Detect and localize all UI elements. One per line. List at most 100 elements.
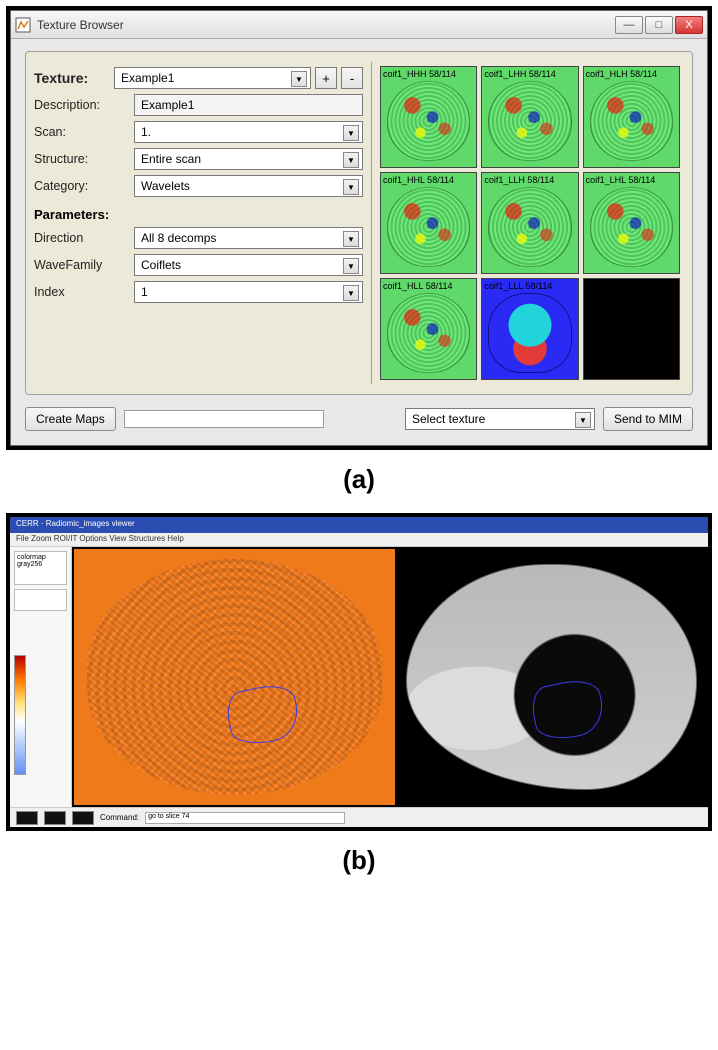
scan-combo[interactable]: 1. ▼ [134,121,363,143]
form-panel: Texture: Example1 ▼ + - Description: Exa… [34,62,372,384]
chevron-down-icon: ▼ [343,231,359,247]
index-combo[interactable]: 1 ▼ [134,281,363,303]
category-row: Category: Wavelets ▼ [34,175,363,197]
ct-slice-icon [406,564,696,789]
preview-tile[interactable]: coif1_HLH 58/114 [583,66,680,168]
send-to-mim-button[interactable]: Send to MIM [603,407,693,431]
command-input[interactable]: go to slice 74 [145,812,345,824]
brain-texture-icon [387,81,470,161]
thumbnail-icon[interactable] [16,811,38,825]
category-combo[interactable]: Wavelets ▼ [134,175,363,197]
window-body: Texture: Example1 ▼ + - Description: Exa… [11,39,707,445]
brain-texture-icon [488,187,571,267]
select-texture-value: Select texture [412,412,485,426]
preview-grid: coif1_HHH 58/114 coif1_LHH 58/114 coif1_… [376,62,684,384]
viewer-statusbar: Command: go to slice 74 [10,807,708,827]
ct-view[interactable] [397,549,706,805]
caption-b: (b) [0,837,718,888]
structure-row: Structure: Entire scan ▼ [34,148,363,170]
select-texture-combo[interactable]: Select texture ▼ [405,408,595,430]
window-title: Texture Browser [37,18,609,32]
texture-map-view[interactable] [74,549,395,805]
thumbnail-icon[interactable] [72,811,94,825]
chevron-down-icon: ▼ [575,412,591,428]
preview-tile-empty [583,278,680,380]
description-row: Description: Example1 [34,94,363,116]
preview-tile[interactable]: coif1_LLL 58/114 [481,278,578,380]
viewer-sidebar: colormap gray256 [10,547,72,807]
structure-label: Structure: [34,152,134,166]
add-texture-button[interactable]: + [315,67,337,89]
colormap-control[interactable]: colormap gray256 [14,551,67,585]
wavefamily-value: Coiflets [141,258,181,272]
progress-bar [124,410,324,428]
viewer-body: colormap gray256 [10,547,708,807]
titlebar: Texture Browser — □ X [11,11,707,39]
direction-label: Direction [34,231,134,245]
command-label: Command: [100,813,139,822]
preview-tile[interactable]: coif1_LLH 58/114 [481,172,578,274]
main-panel: Texture: Example1 ▼ + - Description: Exa… [25,51,693,395]
viewer-main [72,547,708,807]
index-row: Index 1 ▼ [34,281,363,303]
tile-label: coif1_LHH 58/114 [482,67,577,79]
maximize-button[interactable]: □ [645,16,673,34]
structure-value: Entire scan [141,152,201,166]
structure-combo[interactable]: Entire scan ▼ [134,148,363,170]
brain-texture-icon [488,293,571,373]
preview-tile[interactable]: coif1_HLL 58/114 [380,278,477,380]
window-buttons: — □ X [615,16,703,34]
create-maps-button[interactable]: Create Maps [25,407,116,431]
tile-label: coif1_LHL 58/114 [584,173,679,185]
minimize-button[interactable]: — [615,16,643,34]
figure-b: CERR · Radiomic_images viewer File Zoom … [6,513,712,831]
brain-texture-icon [590,81,673,161]
index-label: Index [34,285,134,299]
thumbnail-icon[interactable] [44,811,66,825]
texture-browser-window: Texture Browser — □ X Texture: Example1 … [10,10,708,446]
viewer-menubar[interactable]: File Zoom ROI/IT Options View Structures… [10,533,708,547]
colorbar-icon [14,655,26,775]
texture-row: Texture: Example1 ▼ + - [34,67,363,89]
category-value: Wavelets [141,179,190,193]
chevron-down-icon: ▼ [343,258,359,274]
description-value: Example1 [141,98,194,112]
tile-label: coif1_HHL 58/114 [381,173,476,185]
category-label: Category: [34,179,134,193]
chevron-down-icon: ▼ [343,179,359,195]
colormap-value: gray256 [17,561,42,568]
viewer-window: CERR · Radiomic_images viewer File Zoom … [10,517,708,827]
zoom-control[interactable] [14,589,67,611]
preview-tile[interactable]: coif1_LHL 58/114 [583,172,680,274]
direction-row: Direction All 8 decomps ▼ [34,227,363,249]
scan-value: 1. [141,125,151,139]
app-icon [15,17,31,33]
wavefamily-combo[interactable]: Coiflets ▼ [134,254,363,276]
colormap-label: colormap [17,554,46,561]
texture-value: Example1 [121,71,174,85]
tile-label: coif1_HLH 58/114 [584,67,679,79]
chevron-down-icon: ▼ [343,152,359,168]
direction-combo[interactable]: All 8 decomps ▼ [134,227,363,249]
preview-tile[interactable]: coif1_LHH 58/114 [481,66,578,168]
chevron-down-icon: ▼ [343,285,359,301]
remove-texture-button[interactable]: - [341,67,363,89]
tile-label: coif1_LLH 58/114 [482,173,577,185]
figure-a: Texture Browser — □ X Texture: Example1 … [6,6,712,450]
brain-texture-icon [590,187,673,267]
tile-label: coif1_LLL 58/114 [482,279,577,291]
preview-tile[interactable]: coif1_HHL 58/114 [380,172,477,274]
parameters-heading: Parameters: [34,207,363,222]
texture-label: Texture: [34,70,114,86]
wavefamily-label: WaveFamily [34,258,134,272]
description-field[interactable]: Example1 [134,94,363,116]
caption-a: (a) [0,456,718,507]
chevron-down-icon: ▼ [291,71,307,87]
preview-tile[interactable]: coif1_HHH 58/114 [380,66,477,168]
close-button[interactable]: X [675,16,703,34]
scan-label: Scan: [34,125,134,139]
texture-combo[interactable]: Example1 ▼ [114,67,311,89]
index-value: 1 [141,285,148,299]
scan-row: Scan: 1. ▼ [34,121,363,143]
tile-label: coif1_HHH 58/114 [381,67,476,79]
